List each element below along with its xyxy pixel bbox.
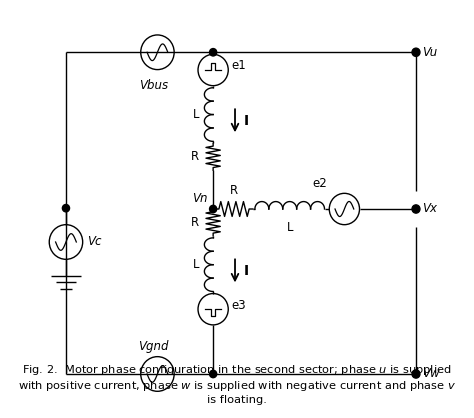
Text: R: R [191, 150, 199, 163]
Text: I: I [244, 114, 249, 128]
Text: Vgnd: Vgnd [138, 339, 169, 352]
Circle shape [412, 370, 420, 378]
Text: L: L [286, 222, 293, 234]
Circle shape [63, 204, 70, 212]
Text: R: R [230, 184, 238, 196]
Circle shape [412, 48, 420, 56]
Circle shape [412, 205, 420, 213]
Text: L: L [193, 108, 199, 121]
Text: Vw: Vw [422, 367, 439, 380]
Text: L: L [193, 258, 199, 271]
Circle shape [210, 205, 217, 213]
Text: Vx: Vx [422, 202, 437, 216]
Text: R: R [191, 216, 199, 229]
Text: Vu: Vu [422, 46, 437, 59]
Text: Vbus: Vbus [139, 79, 168, 92]
Text: Vc: Vc [87, 235, 101, 248]
Circle shape [210, 370, 217, 378]
Circle shape [210, 48, 217, 56]
Text: e2: e2 [312, 177, 327, 190]
Text: Fig. 2.  Motor phase configuration in the second sector; phase $u$ is supplied
w: Fig. 2. Motor phase configuration in the… [18, 363, 456, 405]
Text: I: I [244, 264, 249, 278]
Text: Vn: Vn [191, 192, 207, 205]
Text: e1: e1 [231, 59, 246, 72]
Text: e3: e3 [231, 298, 246, 311]
